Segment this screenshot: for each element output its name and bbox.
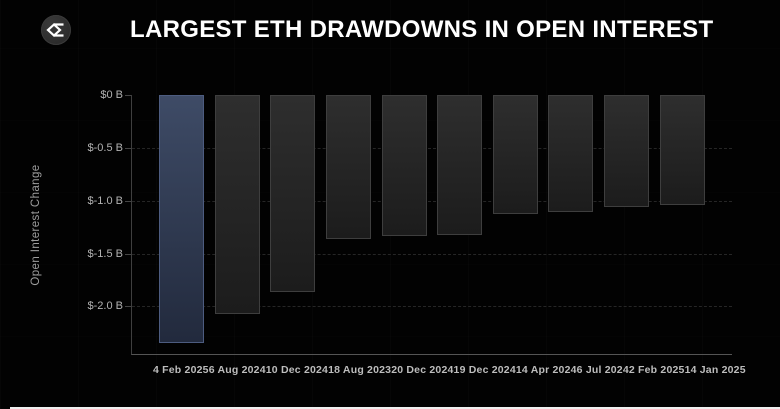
x-axis-label-19-dec-2024: 19 Dec 2024 [453, 364, 516, 376]
sigma-diamond-icon [46, 23, 64, 37]
bar-19-dec-2024[interactable] [437, 95, 483, 235]
bar-4-feb-2025[interactable] [159, 95, 205, 344]
y-tick--0-b: $0 B [100, 89, 123, 101]
y-tick--1-0-b: $-1.0 B [87, 194, 123, 207]
bar-cell [321, 95, 377, 354]
x-axis-label-6-jul-2024: 6 Jul 2024 [576, 364, 629, 376]
bar-14-apr-2024[interactable] [492, 95, 538, 215]
y-tick-mark [125, 200, 131, 202]
x-axis-label-20-dec-2024: 20 Dec 2024 [391, 364, 454, 376]
x-axis-label-6-aug-2024: 6 Aug 2024 [208, 364, 266, 376]
bar-cell [210, 95, 266, 354]
y-tick-mark [125, 253, 131, 255]
y-tick--1-5-b: $-1.5 B [87, 247, 123, 260]
x-axis-label-2-feb-2025: 2 Feb 2025 [628, 364, 685, 376]
x-label-cell: 4 Feb 2025 [153, 364, 209, 376]
bar-cell [543, 95, 599, 354]
x-label-cell: 18 Aug 2023 [328, 364, 391, 376]
x-axis-label-18-aug-2023: 18 Aug 2023 [328, 364, 392, 376]
gridline--1-0-b [132, 200, 732, 202]
gridline--1-5-b [132, 253, 732, 255]
bar-14-jan-2025[interactable] [659, 95, 705, 205]
bar-cell [599, 95, 655, 354]
x-axis-label-14-apr-2024: 14 Apr 2024 [515, 364, 577, 376]
bar-cell [432, 95, 488, 354]
x-axis-labels: 4 Feb 2025 6 Aug 2024 10 Dec 2024 18 Aug 20… [131, 364, 746, 376]
y-axis-title: Open Interest Change [30, 164, 42, 286]
y-tick-mark [125, 306, 131, 308]
bar-2-feb-2025[interactable] [604, 95, 650, 208]
bar-6-jul-2024[interactable] [548, 95, 594, 213]
y-tick--2-0-b: $-2.0 B [87, 300, 123, 313]
x-label-cell: 19 Dec 2024 [454, 364, 516, 376]
y-tick-mark [125, 147, 131, 149]
bar-10-dec-2024[interactable] [270, 95, 316, 292]
bar-series [132, 95, 732, 354]
gridline--0-5-b [132, 147, 732, 149]
x-axis-label-14-jan-2025: 14 Jan 2025 [684, 364, 746, 376]
x-label-cell: 14 Apr 2024 [516, 364, 577, 376]
bottom-edge-strip [10, 407, 780, 409]
bar-cell [265, 95, 321, 354]
x-label-cell: 6 Jul 2024 [577, 364, 629, 376]
x-label-cell: 20 Dec 2024 [391, 364, 453, 376]
page-title: LARGEST ETH DRAWDOWNS IN OPEN INTEREST [130, 16, 714, 43]
bar-20-dec-2024[interactable] [381, 95, 427, 236]
x-label-cell: 14 Jan 2025 [685, 364, 746, 376]
y-tick-mark [125, 95, 131, 96]
bar-cell [154, 95, 210, 354]
gridline--2-0-b [132, 306, 732, 308]
x-label-cell: 6 Aug 2024 [209, 364, 266, 376]
x-label-cell: 10 Dec 2024 [266, 364, 328, 376]
bar-cell [654, 95, 710, 354]
x-label-cell: 2 Feb 2025 [629, 364, 685, 376]
plot-area [131, 95, 732, 355]
x-axis-label-10-dec-2024: 10 Dec 2024 [265, 364, 329, 376]
y-tick--0-5-b: $-0.5 B [87, 141, 123, 154]
bar-cell [488, 95, 544, 354]
bar-6-aug-2024[interactable] [214, 95, 260, 314]
bar-cell [376, 95, 432, 354]
bar-18-aug-2023[interactable] [326, 95, 372, 239]
x-axis-label-4-feb-2025: 4 Feb 2025 [153, 364, 209, 376]
logo-button[interactable] [41, 15, 71, 45]
